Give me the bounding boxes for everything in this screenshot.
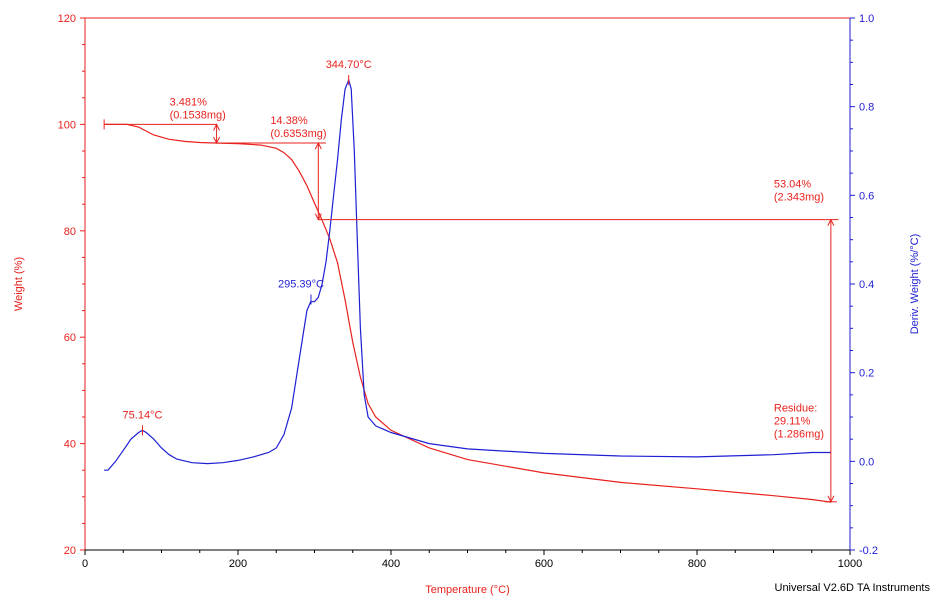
right-y-tick-label: 0.8 — [859, 102, 874, 114]
residue-percent: 29.11% — [774, 416, 811, 428]
x-tick-label: 200 — [229, 558, 247, 570]
step1-percent-label: 3.481% — [170, 96, 208, 108]
peak3-label: 344.70°C — [326, 59, 372, 71]
weight-curve — [104, 123, 831, 503]
step2-arrow-top — [314, 141, 322, 150]
right-y-axis-title: Deriv. Weight (%/°C) — [909, 234, 921, 335]
step3-arrow-top — [827, 218, 835, 226]
residue-mass: (1.286mg) — [774, 429, 824, 441]
left-y-axis-title: Weight (%) — [13, 257, 25, 311]
instrument-footer: Universal V2.6D TA Instruments — [774, 582, 931, 594]
x-tick-label: 600 — [535, 558, 553, 570]
right-y-tick-label: 0.6 — [859, 190, 874, 202]
x-axis-title: Temperature (°C) — [425, 584, 509, 596]
x-tick-label: 0 — [82, 558, 88, 570]
deriv-weight-curve — [104, 78, 831, 471]
left-y-tick-label: 120 — [58, 13, 76, 25]
step2-percent-label: 14.38% — [270, 115, 308, 127]
right-y-tick-label: 0.4 — [859, 279, 874, 291]
step2-mass-label: (0.6353mg) — [270, 128, 326, 140]
step3-percent-label: 53.04% — [774, 179, 812, 191]
right-y-tick-label: 1.0 — [859, 13, 874, 25]
x-tick-label: 400 — [382, 558, 400, 570]
peak1-label: 75.14°C — [123, 409, 163, 421]
right-y-tick-label: 0.0 — [859, 456, 874, 468]
left-y-tick-label: 80 — [64, 226, 76, 238]
peak2-label: 295.39°C — [278, 279, 324, 291]
axes — [80, 17, 855, 555]
left-y-tick-label: 20 — [64, 545, 76, 557]
step1-mass-label: (0.1538mg) — [170, 109, 226, 121]
x-tick-label: 800 — [688, 558, 706, 570]
right-y-tick-label: 0.2 — [859, 368, 874, 380]
step1-arrow-top — [213, 123, 221, 131]
left-y-tick-label: 60 — [64, 332, 76, 344]
residue-title: Residue: — [774, 403, 817, 415]
left-y-tick-label: 100 — [58, 119, 76, 131]
left-y-tick-label: 40 — [64, 439, 76, 451]
right-y-tick-label: -0.2 — [859, 545, 878, 557]
step3-mass-label: (2.343mg) — [774, 192, 824, 204]
x-tick-label: 1000 — [838, 558, 862, 570]
